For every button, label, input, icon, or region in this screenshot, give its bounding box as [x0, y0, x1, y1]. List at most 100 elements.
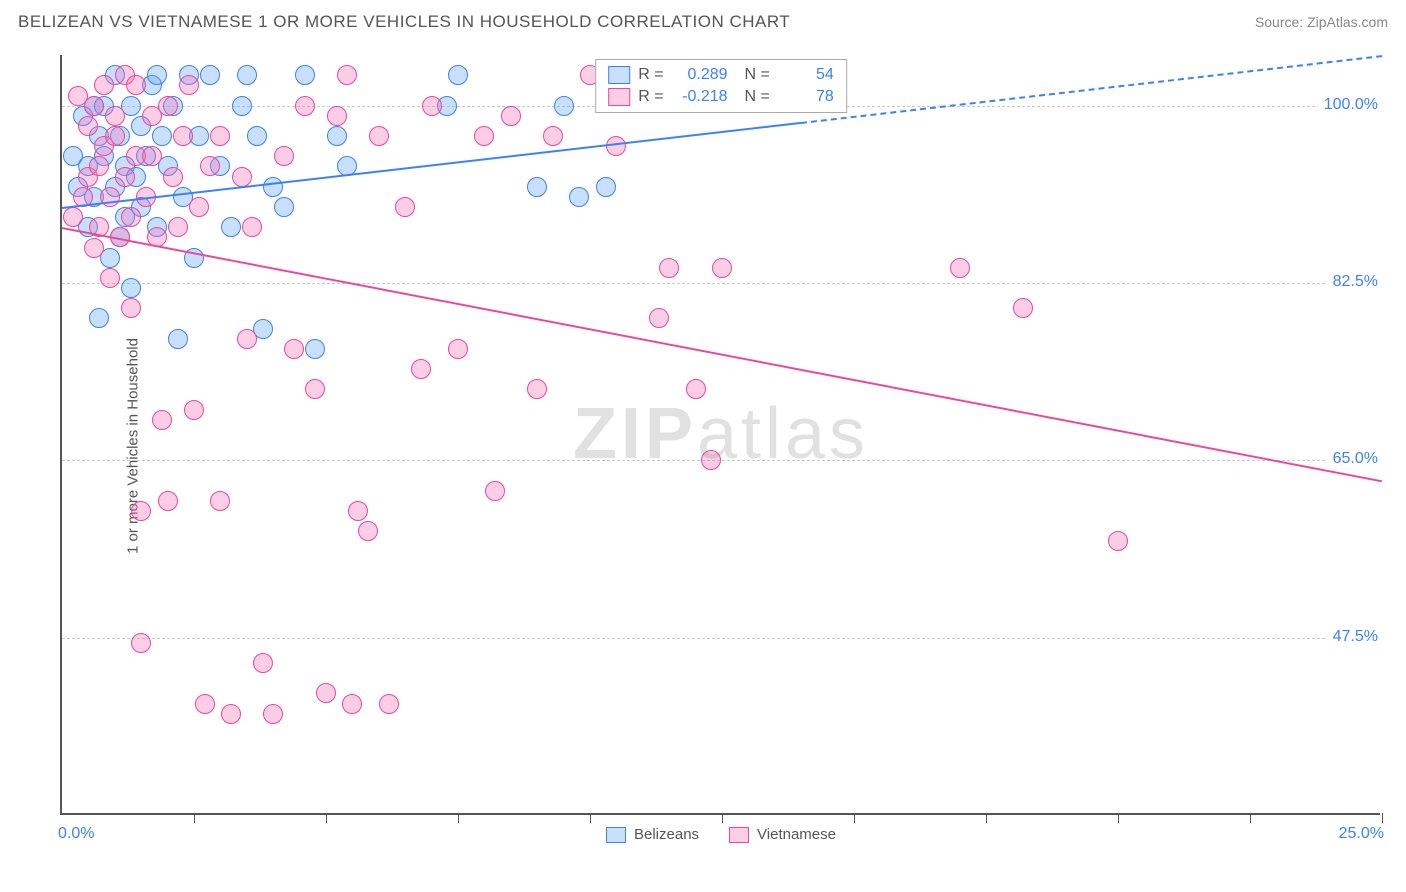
scatter-point [84, 96, 104, 116]
scatter-point [195, 694, 215, 714]
scatter-point [173, 126, 193, 146]
y-tick-label: 65.0% [1327, 448, 1384, 470]
watermark-light: atlas [697, 394, 869, 474]
scatter-point [84, 238, 104, 258]
scatter-point [527, 177, 547, 197]
scatter-point [337, 65, 357, 85]
scatter-point [649, 308, 669, 328]
scatter-point [131, 501, 151, 521]
scatter-point [121, 298, 141, 318]
scatter-point [327, 126, 347, 146]
legend-swatch-vietnamese [608, 88, 630, 106]
scatter-point [158, 491, 178, 511]
legend-item-belizeans: Belizeans [606, 826, 699, 843]
scatter-point [411, 359, 431, 379]
scatter-point [686, 379, 706, 399]
scatter-point [316, 683, 336, 703]
scatter-point [342, 694, 362, 714]
scatter-point [422, 96, 442, 116]
y-tick-label: 100.0% [1318, 94, 1384, 116]
scatter-point [701, 450, 721, 470]
scatter-point [121, 278, 141, 298]
n-value-vietnamese: 78 [778, 88, 834, 106]
scatter-point [200, 65, 220, 85]
gridline-h [62, 283, 1380, 284]
scatter-point [168, 329, 188, 349]
legend-label-belizeans: Belizeans [634, 826, 699, 843]
scatter-point [395, 197, 415, 217]
legend-label-vietnamese: Vietnamese [757, 826, 836, 843]
scatter-point [485, 481, 505, 501]
scatter-point [200, 156, 220, 176]
scatter-point [221, 704, 241, 724]
scatter-point [237, 65, 257, 85]
scatter-point [63, 207, 83, 227]
scatter-point [163, 167, 183, 187]
r-value-vietnamese: -0.218 [672, 88, 728, 106]
scatter-point [89, 156, 109, 176]
scatter-point [147, 65, 167, 85]
scatter-point [295, 96, 315, 116]
scatter-point [554, 96, 574, 116]
scatter-point [131, 633, 151, 653]
scatter-point [189, 197, 209, 217]
scatter-point [543, 126, 563, 146]
y-tick-label: 47.5% [1327, 626, 1384, 648]
scatter-point [179, 75, 199, 95]
scatter-point [448, 65, 468, 85]
scatter-point [242, 217, 262, 237]
trend-line [801, 55, 1382, 124]
scatter-point [152, 126, 172, 146]
x-tick [590, 813, 591, 823]
x-tick [986, 813, 987, 823]
scatter-point [210, 491, 230, 511]
scatter-point [569, 187, 589, 207]
x-min-label: 0.0% [58, 825, 94, 843]
scatter-point [327, 106, 347, 126]
scatter-point [253, 653, 273, 673]
plot-area: ZIPatlas R = 0.289 N = 54 R = -0.218 N =… [60, 55, 1380, 815]
scatter-point [142, 146, 162, 166]
scatter-point [358, 521, 378, 541]
watermark-bold: ZIP [573, 394, 697, 474]
scatter-point [501, 106, 521, 126]
scatter-point [305, 339, 325, 359]
legend-swatch-belizeans [608, 66, 630, 84]
x-tick [1382, 813, 1383, 823]
scatter-point [168, 217, 188, 237]
scatter-point [659, 258, 679, 278]
scatter-point [105, 106, 125, 126]
scatter-point [369, 126, 389, 146]
chart-title: BELIZEAN VS VIETNAMESE 1 OR MORE VEHICLE… [18, 12, 790, 32]
scatter-point [348, 501, 368, 521]
n-value-belizeans: 54 [778, 66, 834, 84]
scatter-point [247, 126, 267, 146]
scatter-point [448, 339, 468, 359]
scatter-point [115, 167, 135, 187]
x-tick [458, 813, 459, 823]
scatter-point [1108, 531, 1128, 551]
chart-container: BELIZEAN VS VIETNAMESE 1 OR MORE VEHICLE… [0, 0, 1406, 892]
scatter-point [221, 217, 241, 237]
scatter-point [712, 258, 732, 278]
scatter-point [78, 116, 98, 136]
scatter-point [474, 126, 494, 146]
scatter-point [263, 177, 283, 197]
x-tick [194, 813, 195, 823]
x-max-label: 25.0% [1339, 825, 1384, 843]
series-legend: Belizeans Vietnamese [606, 826, 836, 843]
r-value-belizeans: 0.289 [672, 66, 728, 84]
scatter-point [152, 410, 172, 430]
scatter-point [295, 65, 315, 85]
scatter-point [237, 329, 257, 349]
scatter-point [184, 400, 204, 420]
scatter-point [94, 75, 114, 95]
scatter-point [284, 339, 304, 359]
legend-item-vietnamese: Vietnamese [729, 826, 836, 843]
scatter-point [263, 704, 283, 724]
correlation-legend: R = 0.289 N = 54 R = -0.218 N = 78 [595, 59, 847, 113]
scatter-point [89, 308, 109, 328]
scatter-point [379, 694, 399, 714]
scatter-point [305, 379, 325, 399]
x-tick [326, 813, 327, 823]
